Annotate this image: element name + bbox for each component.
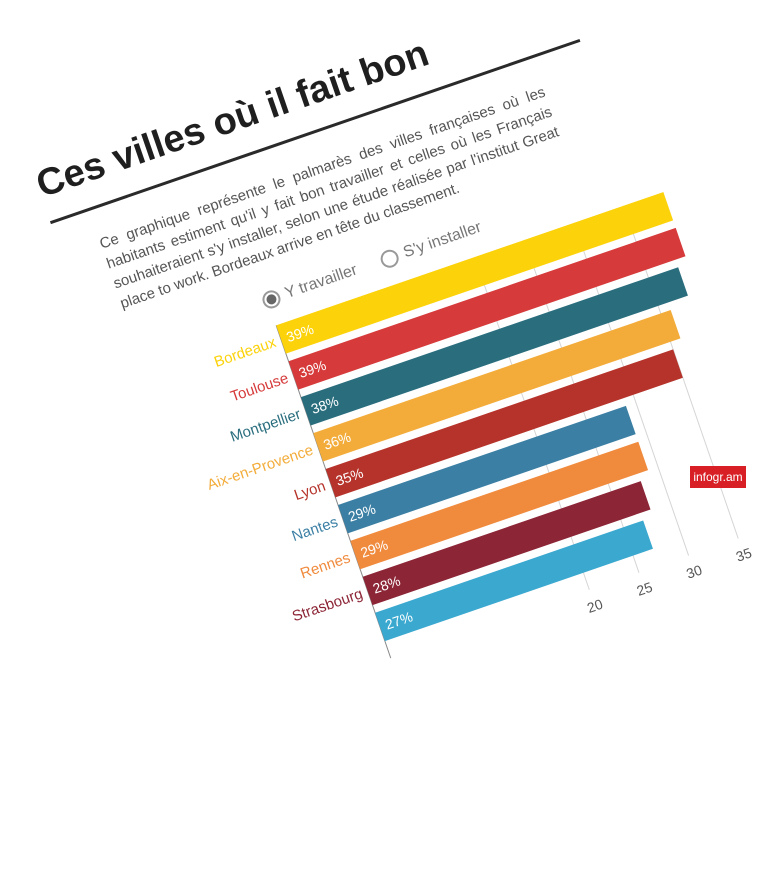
category-label: Bordeaux bbox=[212, 334, 279, 371]
bar bbox=[300, 267, 688, 426]
x-tick-label: 20 bbox=[585, 596, 605, 616]
category-label: Montpellier bbox=[228, 406, 303, 446]
radio-label-travailler: Y travailler bbox=[282, 261, 360, 303]
bar bbox=[325, 349, 683, 498]
radio-unchecked-icon bbox=[378, 247, 402, 271]
bar bbox=[338, 405, 636, 534]
x-tick-label: 30 bbox=[684, 561, 704, 581]
infogram-badge[interactable]: infogr.am bbox=[690, 466, 746, 488]
bar bbox=[276, 191, 674, 354]
category-label: Strasbourg bbox=[290, 585, 365, 625]
category-label: Rennes bbox=[298, 549, 352, 582]
x-tick-label: 25 bbox=[635, 579, 655, 599]
category-label: Lyon bbox=[292, 478, 328, 504]
x-tick-label: 35 bbox=[734, 544, 754, 564]
radio-checked-icon bbox=[260, 287, 283, 311]
category-label: Nantes bbox=[290, 514, 340, 546]
bar bbox=[288, 227, 686, 390]
radio-label-installer: S'y installer bbox=[401, 218, 484, 262]
category-label: Toulouse bbox=[228, 370, 290, 406]
bar bbox=[313, 310, 681, 462]
